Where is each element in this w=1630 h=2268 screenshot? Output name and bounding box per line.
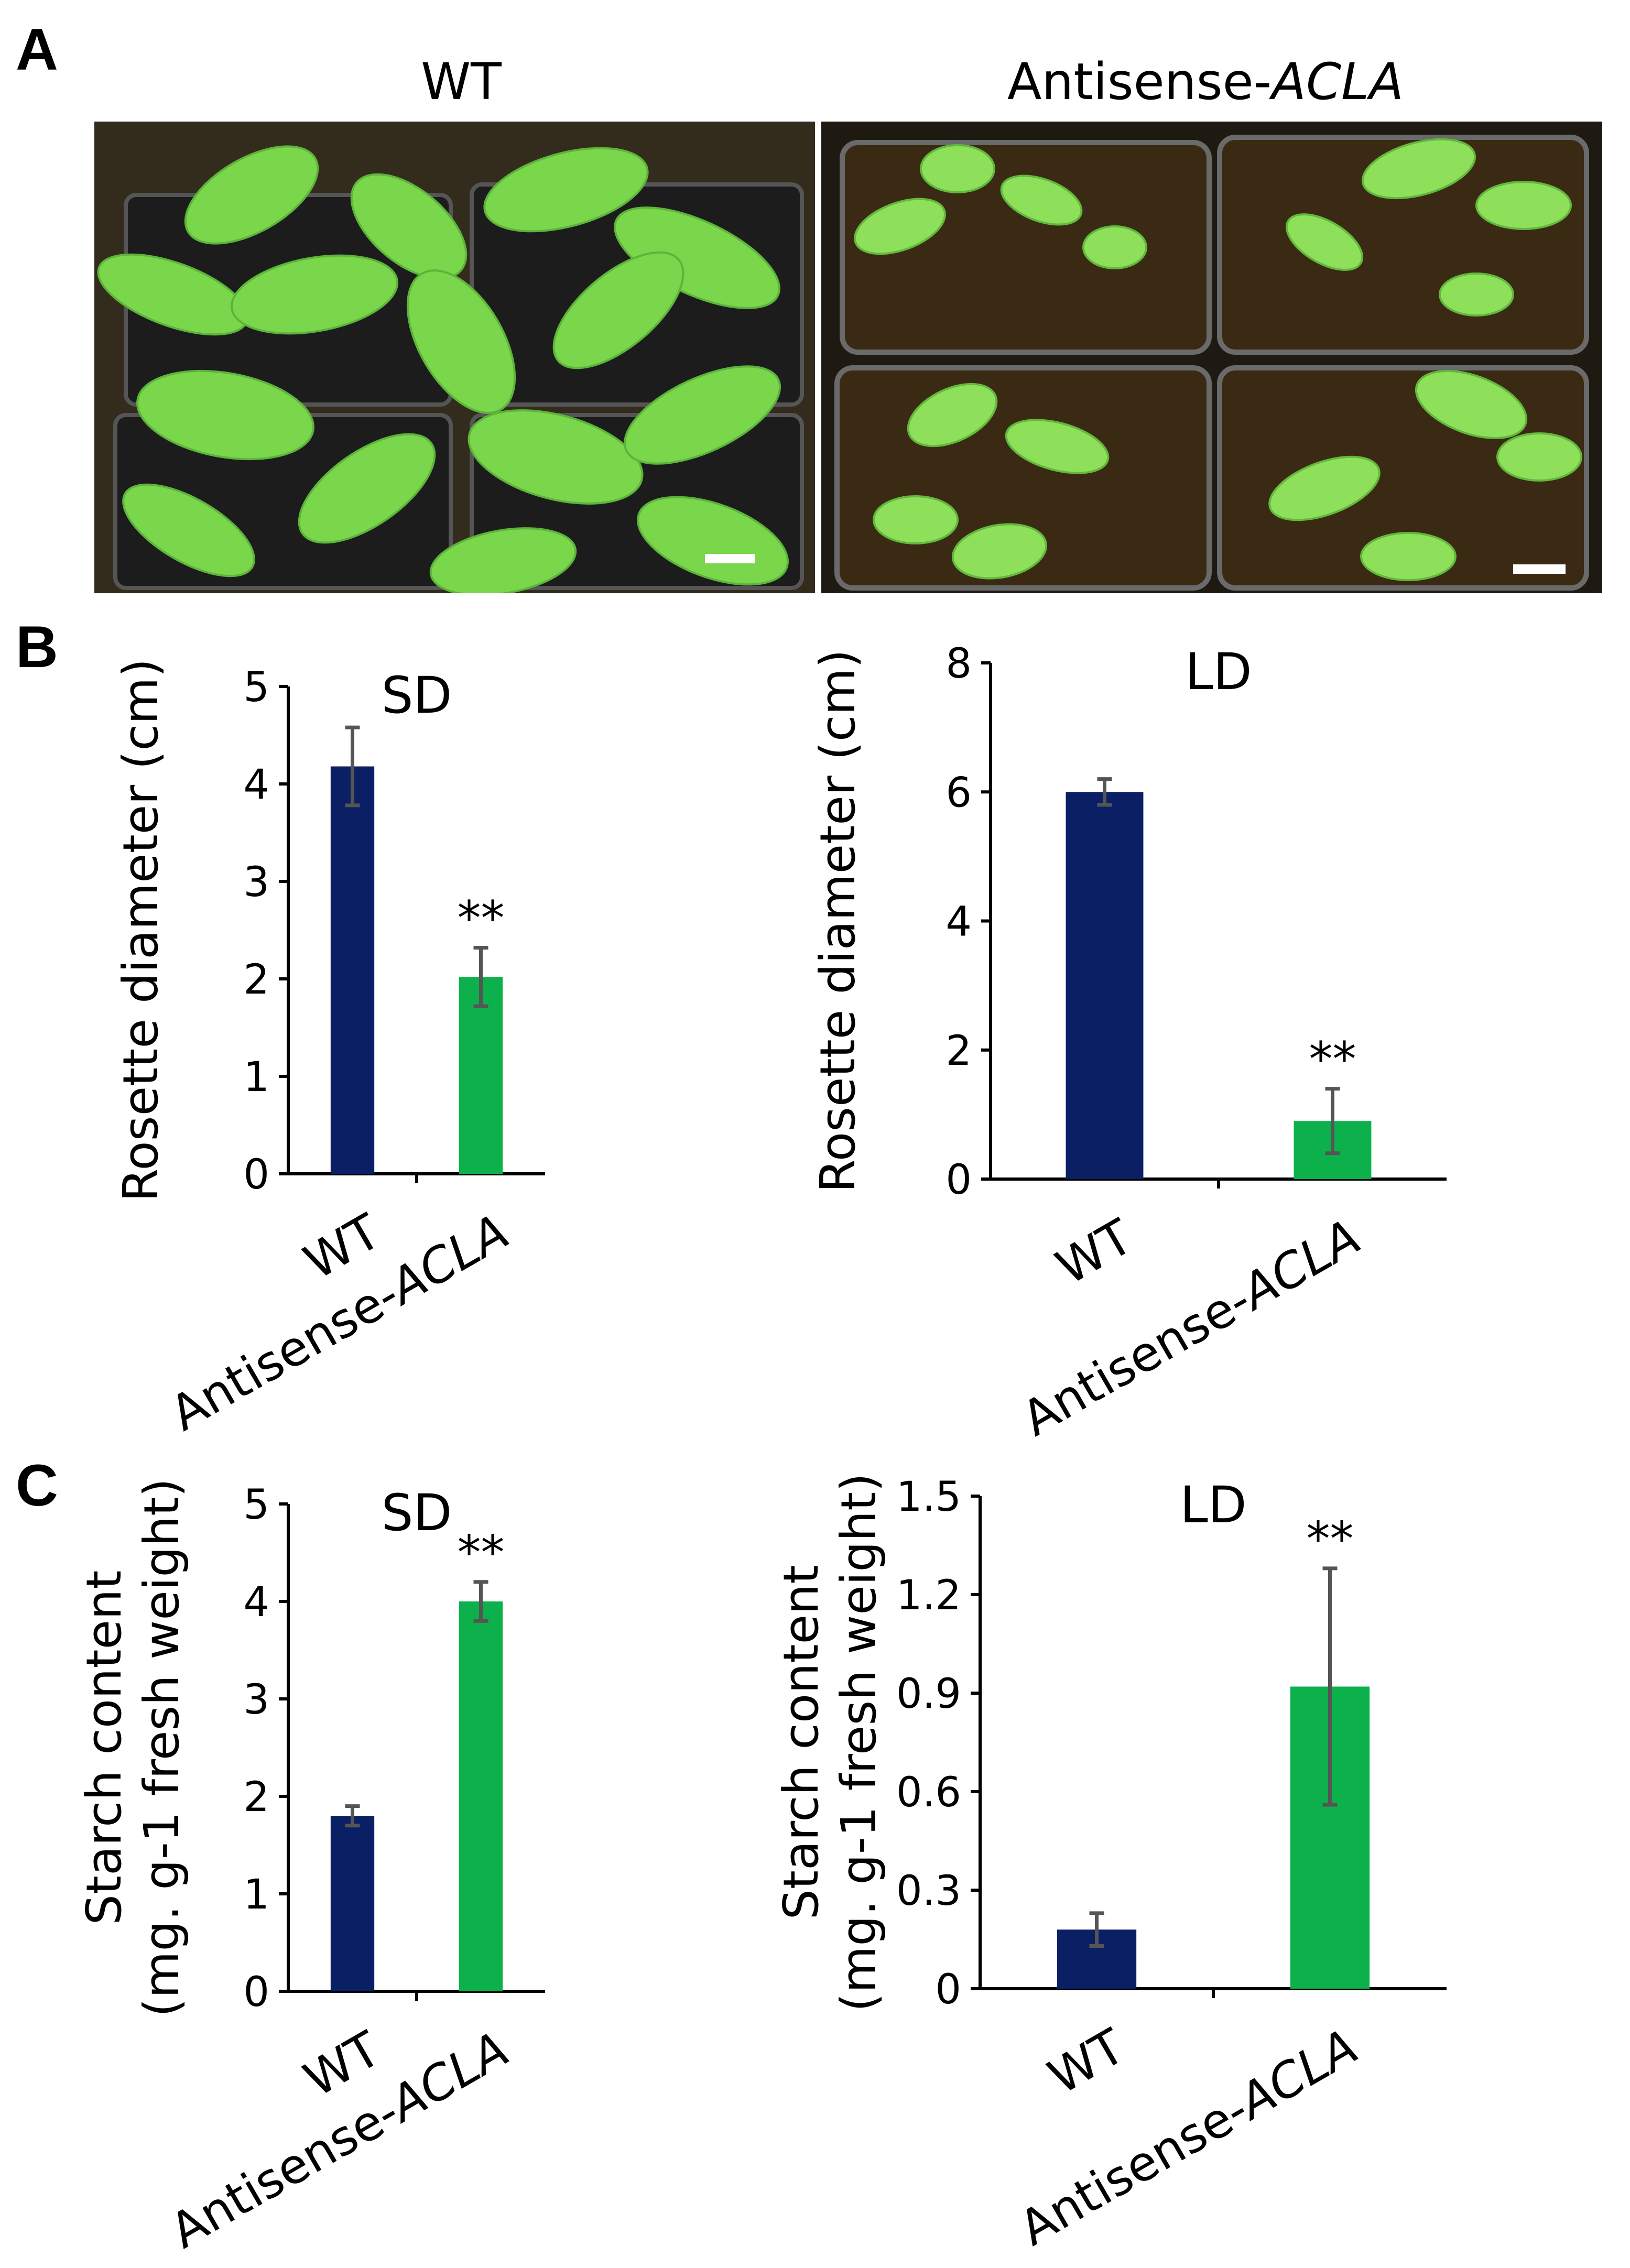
- y-tick-label: 8: [946, 640, 972, 688]
- antisense-plant-photo: [821, 122, 1602, 593]
- photo-label-wt: WT: [421, 52, 502, 111]
- error-bar: [473, 945, 488, 1008]
- panel-letter-a: A: [16, 17, 58, 82]
- y-tick-label: 2: [243, 1774, 269, 1821]
- bar-wt: [1066, 792, 1144, 1179]
- chart-title: LD: [1180, 1476, 1246, 1534]
- y-tick-label: 3: [243, 859, 269, 906]
- chart-title: LD: [1185, 642, 1252, 701]
- y-axis-label: Rosette diameter (cm): [810, 649, 866, 1193]
- significance-label: **: [458, 891, 505, 946]
- panel-letter-b: B: [16, 614, 58, 680]
- wt-plant-photo: [94, 122, 815, 593]
- y-axis-label: Starch content: [773, 1565, 829, 1920]
- y-tick-label: 0.9: [896, 1671, 961, 1718]
- error-bar: [473, 1580, 488, 1623]
- bar-wt: [330, 766, 375, 1174]
- y-tick-label: 0: [946, 1157, 972, 1204]
- x-category-label: WT: [1039, 2018, 1135, 2106]
- error-bar: [1089, 1911, 1104, 1948]
- y-tick-label: 4: [946, 899, 972, 946]
- y-tick-label: 0: [243, 1151, 269, 1198]
- y-axis-label: Rosette diameter (cm): [113, 659, 169, 1202]
- y-tick-label: 4: [243, 1579, 269, 1626]
- bar-antisense: [459, 977, 503, 1174]
- y-tick-label: 1.2: [896, 1572, 961, 1619]
- scale-bar-wt: [705, 554, 755, 563]
- significance-label: **: [458, 1525, 505, 1580]
- y-tick-label: 5: [243, 1481, 269, 1529]
- bar-wt: [330, 1816, 375, 1991]
- wt-plant-photo-graphic: [94, 122, 815, 593]
- photo-label-antisense: Antisense-ACLA: [891, 52, 1520, 111]
- y-tick-label: 0.6: [896, 1769, 961, 1816]
- significance-label: **: [1309, 1032, 1356, 1087]
- panel-letter-c: C: [16, 1453, 58, 1518]
- y-tick-label: 4: [243, 761, 269, 809]
- y-tick-label: 1: [243, 1871, 269, 1918]
- y-tick-label: 1: [243, 1054, 269, 1101]
- y-axis-label: Starch content: [76, 1570, 132, 1925]
- y-tick-label: 2: [946, 1028, 972, 1075]
- photo-label-antisense-prefix: Antisense-: [1007, 52, 1272, 111]
- significance-label: **: [1307, 1512, 1354, 1567]
- y-tick-label: 6: [946, 769, 972, 816]
- y-tick-label: 1.5: [896, 1474, 961, 1521]
- y-axis-label: (mg. g-1 fresh weight): [134, 1478, 190, 2017]
- y-tick-label: 0: [243, 1969, 269, 2016]
- error-bar: [345, 1804, 360, 1828]
- y-axis-label: (mg. g-1 fresh weight): [831, 1473, 887, 2012]
- antisense-plant-photo-graphic: [821, 122, 1602, 593]
- y-tick-label: 5: [243, 664, 269, 711]
- scale-bar-antisense: [1513, 564, 1566, 574]
- chart-c-ld: 00.30.60.91.21.5WT**Antisense-ACLALDStar…: [773, 1473, 1447, 2256]
- chart-title: SD: [382, 666, 452, 725]
- y-tick-label: 3: [243, 1676, 269, 1724]
- error-bar: [1325, 1087, 1340, 1155]
- error-bar: [1097, 777, 1112, 807]
- chart-title: SD: [382, 1484, 452, 1542]
- y-tick-label: 0.3: [896, 1868, 961, 1915]
- error-bar: [1322, 1566, 1338, 1807]
- y-tick-label: 2: [243, 956, 269, 1004]
- y-tick-label: 0: [935, 1966, 961, 2013]
- error-bar: [345, 725, 360, 808]
- photo-label-antisense-italic: ACLA: [1272, 52, 1404, 111]
- bar-antisense: [459, 1601, 503, 1991]
